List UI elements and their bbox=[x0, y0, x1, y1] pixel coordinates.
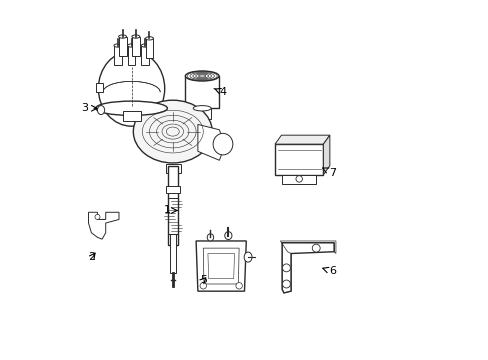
Ellipse shape bbox=[213, 134, 232, 155]
Text: 1: 1 bbox=[163, 206, 177, 216]
Circle shape bbox=[235, 283, 242, 289]
Ellipse shape bbox=[207, 234, 213, 241]
Circle shape bbox=[295, 176, 302, 182]
Circle shape bbox=[200, 283, 206, 289]
Text: 4: 4 bbox=[214, 87, 226, 97]
Text: 7: 7 bbox=[322, 168, 335, 178]
Bar bbox=[141, 45, 149, 65]
Polygon shape bbox=[198, 125, 224, 160]
Bar bbox=[114, 45, 122, 65]
Ellipse shape bbox=[96, 101, 167, 116]
Bar bbox=[119, 37, 126, 56]
Bar bbox=[168, 166, 178, 244]
Text: 2: 2 bbox=[88, 252, 96, 262]
Ellipse shape bbox=[132, 35, 140, 38]
Ellipse shape bbox=[98, 51, 164, 126]
Bar bbox=[127, 45, 135, 65]
Polygon shape bbox=[274, 135, 329, 144]
Bar bbox=[122, 111, 140, 121]
Polygon shape bbox=[88, 212, 119, 239]
Text: 3: 3 bbox=[81, 103, 97, 113]
Text: 5: 5 bbox=[200, 275, 206, 285]
Polygon shape bbox=[323, 135, 329, 175]
Circle shape bbox=[312, 244, 320, 252]
Bar bbox=[166, 186, 180, 193]
Polygon shape bbox=[196, 241, 246, 291]
Circle shape bbox=[282, 264, 290, 272]
Ellipse shape bbox=[185, 71, 219, 81]
Ellipse shape bbox=[97, 105, 104, 114]
Ellipse shape bbox=[244, 252, 251, 262]
Ellipse shape bbox=[193, 105, 211, 111]
Bar bbox=[145, 39, 153, 58]
Bar bbox=[168, 198, 178, 234]
Bar bbox=[96, 83, 102, 92]
Bar bbox=[169, 234, 176, 273]
Bar bbox=[165, 164, 180, 173]
Ellipse shape bbox=[114, 44, 122, 47]
Ellipse shape bbox=[133, 100, 212, 163]
Ellipse shape bbox=[127, 44, 135, 47]
Bar bbox=[132, 37, 140, 56]
Bar bbox=[193, 108, 211, 119]
Ellipse shape bbox=[145, 37, 153, 40]
Text: 6: 6 bbox=[322, 266, 335, 276]
Ellipse shape bbox=[119, 35, 126, 38]
Circle shape bbox=[282, 280, 290, 288]
Circle shape bbox=[95, 215, 100, 220]
Polygon shape bbox=[282, 243, 333, 293]
Bar bbox=[282, 175, 316, 184]
Bar bbox=[274, 144, 323, 175]
Ellipse shape bbox=[141, 44, 149, 47]
Ellipse shape bbox=[224, 231, 231, 239]
Bar bbox=[185, 76, 219, 108]
